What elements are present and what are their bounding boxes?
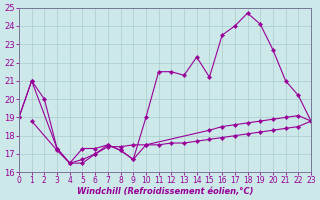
X-axis label: Windchill (Refroidissement éolien,°C): Windchill (Refroidissement éolien,°C) (77, 187, 253, 196)
